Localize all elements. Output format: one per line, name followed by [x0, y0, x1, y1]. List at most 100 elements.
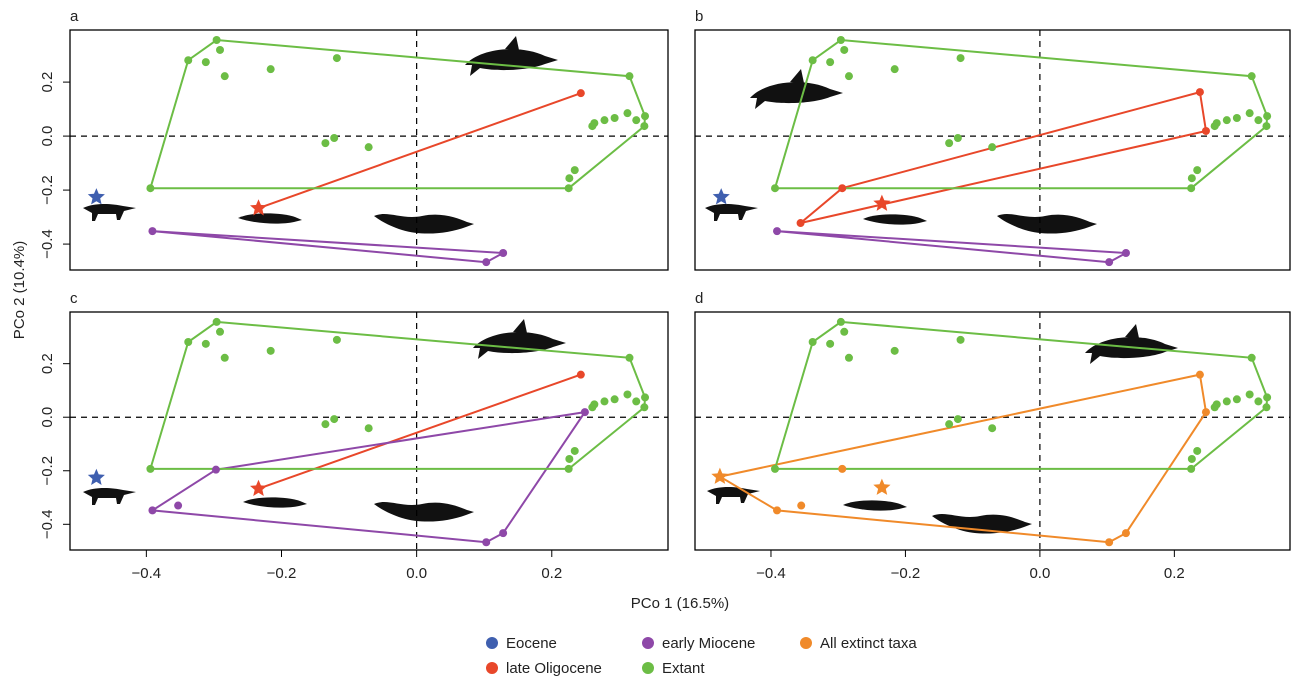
point: [184, 338, 192, 346]
point: [581, 408, 589, 416]
silhouette: [863, 214, 927, 224]
point: [845, 72, 853, 80]
point: [1122, 529, 1130, 537]
x-tick-label: 0.0: [1029, 565, 1050, 582]
point: [1254, 397, 1262, 405]
hull: [150, 40, 645, 188]
y-axis-label: PCo 2 (10.4%): [11, 241, 28, 339]
point: [600, 116, 608, 124]
star-point: [88, 469, 105, 485]
point: [1246, 390, 1254, 398]
point: [499, 249, 507, 257]
point: [954, 415, 962, 423]
point: [577, 89, 585, 97]
point: [148, 506, 156, 514]
panel-label: a: [70, 8, 79, 25]
point: [1211, 122, 1219, 130]
point: [321, 420, 329, 428]
point: [267, 347, 275, 355]
hull: [775, 40, 1267, 188]
point: [641, 112, 649, 120]
point: [771, 184, 779, 192]
point: [797, 219, 805, 227]
silhouette: [705, 204, 758, 221]
legend-label: All extinct taxa: [820, 635, 917, 652]
panel: b: [695, 8, 1290, 270]
star-point: [873, 479, 890, 495]
x-axis-label: PCo 1 (16.5%): [631, 595, 729, 612]
point: [565, 465, 573, 473]
point: [945, 139, 953, 147]
point: [632, 116, 640, 124]
point: [1248, 354, 1256, 362]
point: [945, 420, 953, 428]
point: [577, 371, 585, 379]
point: [267, 65, 275, 73]
point: [797, 502, 805, 510]
x-tick-label: −0.4: [756, 565, 786, 582]
point: [202, 58, 210, 66]
point: [891, 347, 899, 355]
hull: [259, 375, 581, 489]
panel: a−0.4−0.20.00.2: [39, 8, 668, 270]
point: [148, 227, 156, 235]
silhouette: [83, 488, 136, 505]
point: [1263, 112, 1271, 120]
point: [840, 46, 848, 54]
y-tick-label: −0.2: [39, 175, 56, 205]
point: [1187, 184, 1195, 192]
point: [216, 328, 224, 336]
point: [600, 397, 608, 405]
point: [957, 54, 965, 62]
star-point: [873, 195, 890, 211]
panel-label: d: [695, 290, 703, 307]
point: [1105, 538, 1113, 546]
point: [1188, 455, 1196, 463]
legend-label: early Miocene: [662, 635, 755, 652]
point: [773, 227, 781, 235]
silhouette: [997, 214, 1097, 234]
point: [640, 403, 648, 411]
point: [202, 340, 210, 348]
point: [565, 184, 573, 192]
point: [330, 415, 338, 423]
star-point: [713, 188, 730, 204]
point: [333, 54, 341, 62]
point: [623, 390, 631, 398]
point: [1223, 397, 1231, 405]
y-tick-label: −0.4: [39, 509, 56, 539]
legend-label: Eocene: [506, 635, 557, 652]
point: [1193, 166, 1201, 174]
point: [809, 338, 817, 346]
point: [1196, 88, 1204, 96]
point: [1223, 116, 1231, 124]
point: [499, 529, 507, 537]
point: [330, 134, 338, 142]
point: [482, 258, 490, 266]
legend-swatch: [642, 662, 654, 674]
y-tick-label: −0.2: [39, 456, 56, 486]
star-point: [250, 480, 267, 496]
point: [957, 336, 965, 344]
point: [565, 174, 573, 182]
point: [1202, 408, 1210, 416]
point: [1246, 109, 1254, 117]
y-tick-label: 0.0: [39, 407, 56, 428]
y-tick-label: 0.0: [39, 126, 56, 147]
point: [988, 424, 996, 432]
point: [954, 134, 962, 142]
hull: [152, 231, 503, 262]
point: [641, 393, 649, 401]
point: [840, 328, 848, 336]
x-tick-label: −0.4: [132, 565, 162, 582]
point: [1248, 72, 1256, 80]
point: [588, 403, 596, 411]
x-tick-label: 0.2: [1164, 565, 1185, 582]
silhouette: [243, 497, 307, 507]
point: [809, 56, 817, 64]
point: [1193, 447, 1201, 455]
point: [1211, 403, 1219, 411]
legend-swatch: [800, 637, 812, 649]
